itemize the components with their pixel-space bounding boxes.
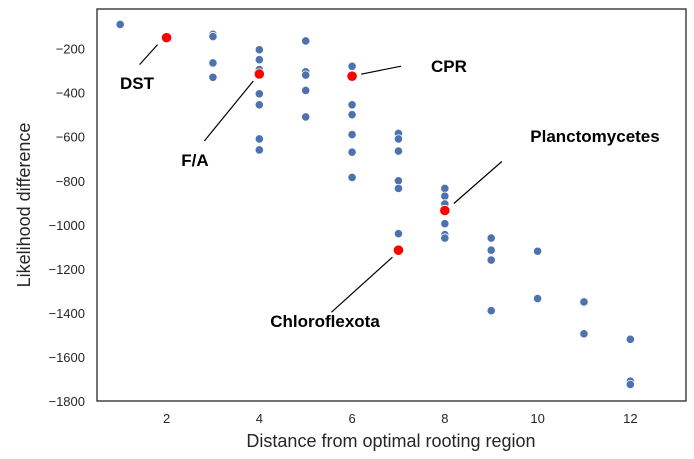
data-point <box>486 233 496 243</box>
data-point <box>347 147 357 157</box>
data-point <box>208 72 218 82</box>
callout-lines <box>139 44 503 313</box>
callout-label: Chloroflexota <box>270 312 380 331</box>
data-point <box>393 146 404 156</box>
highlight-point <box>392 244 405 256</box>
data-point <box>625 334 635 344</box>
data-point <box>254 134 264 144</box>
callout-line <box>203 80 254 142</box>
x-tick-label: 4 <box>256 411 263 426</box>
highlight-point <box>253 68 265 80</box>
data-point <box>486 306 496 316</box>
x-tick-label: 12 <box>623 411 637 426</box>
data-point <box>347 100 357 110</box>
callout-label: DST <box>120 74 155 93</box>
callout-label: Planctomycetes <box>530 127 659 146</box>
data-point <box>532 246 543 256</box>
y-tick-label: −200 <box>56 42 85 57</box>
data-point <box>440 183 450 194</box>
data-point <box>393 134 404 144</box>
data-points <box>115 19 635 390</box>
x-tick-label: 10 <box>530 411 544 426</box>
data-point <box>440 233 450 243</box>
data-point <box>393 176 404 186</box>
data-point <box>254 55 264 65</box>
highlight-point <box>439 204 451 217</box>
callout-label: CPR <box>431 57 467 76</box>
data-point <box>301 112 311 122</box>
y-tick-label: −600 <box>56 130 85 145</box>
x-tick-label: 6 <box>348 411 355 426</box>
callout-line <box>360 65 402 75</box>
data-point <box>440 219 450 229</box>
callout-line <box>331 256 393 313</box>
x-tick-label: 2 <box>163 411 170 426</box>
data-point <box>254 45 264 55</box>
data-point <box>208 58 218 68</box>
y-tick-label: −1000 <box>48 218 85 233</box>
y-tick-label: −1400 <box>48 306 85 321</box>
data-point <box>532 293 543 304</box>
data-point <box>347 61 357 71</box>
y-axis-label: Likelihood difference <box>14 123 34 288</box>
data-point <box>347 110 357 120</box>
data-point <box>301 70 311 80</box>
callout-labels: DST F/A CPR Planctomycetes Chloroflexota <box>120 57 660 331</box>
highlight-point <box>346 70 358 82</box>
x-tick-labels: 2 4 6 8 10 12 <box>163 411 638 426</box>
data-point <box>393 229 404 239</box>
data-point <box>254 100 264 110</box>
callout-line <box>453 161 503 204</box>
data-point <box>301 85 311 96</box>
callout-label: F/A <box>181 151 208 170</box>
data-point <box>440 191 450 201</box>
data-point <box>254 145 264 155</box>
data-point <box>486 255 496 265</box>
y-tick-label: −1600 <box>48 350 85 365</box>
y-tick-label: −400 <box>56 86 85 101</box>
data-point <box>347 172 357 183</box>
x-tick-label: 8 <box>441 411 448 426</box>
data-point <box>579 329 589 339</box>
callout-line <box>139 44 159 66</box>
data-point <box>208 31 218 42</box>
x-axis-label: Distance from optimal rooting region <box>246 431 535 451</box>
data-point <box>115 19 125 30</box>
y-tick-labels: −1800 −1600 −1400 −1200 −1000 −800 −600 −400 −20… <box>48 42 85 409</box>
data-point <box>347 129 357 140</box>
data-point <box>486 245 496 255</box>
highlight-point <box>160 32 173 44</box>
data-point <box>254 89 264 99</box>
data-point <box>625 379 635 390</box>
data-point <box>393 183 404 194</box>
y-tick-label: −800 <box>56 174 85 189</box>
y-tick-label: −1200 <box>48 262 85 277</box>
y-tick-label: −1800 <box>48 394 85 409</box>
data-point <box>579 297 589 307</box>
data-point <box>301 36 311 46</box>
